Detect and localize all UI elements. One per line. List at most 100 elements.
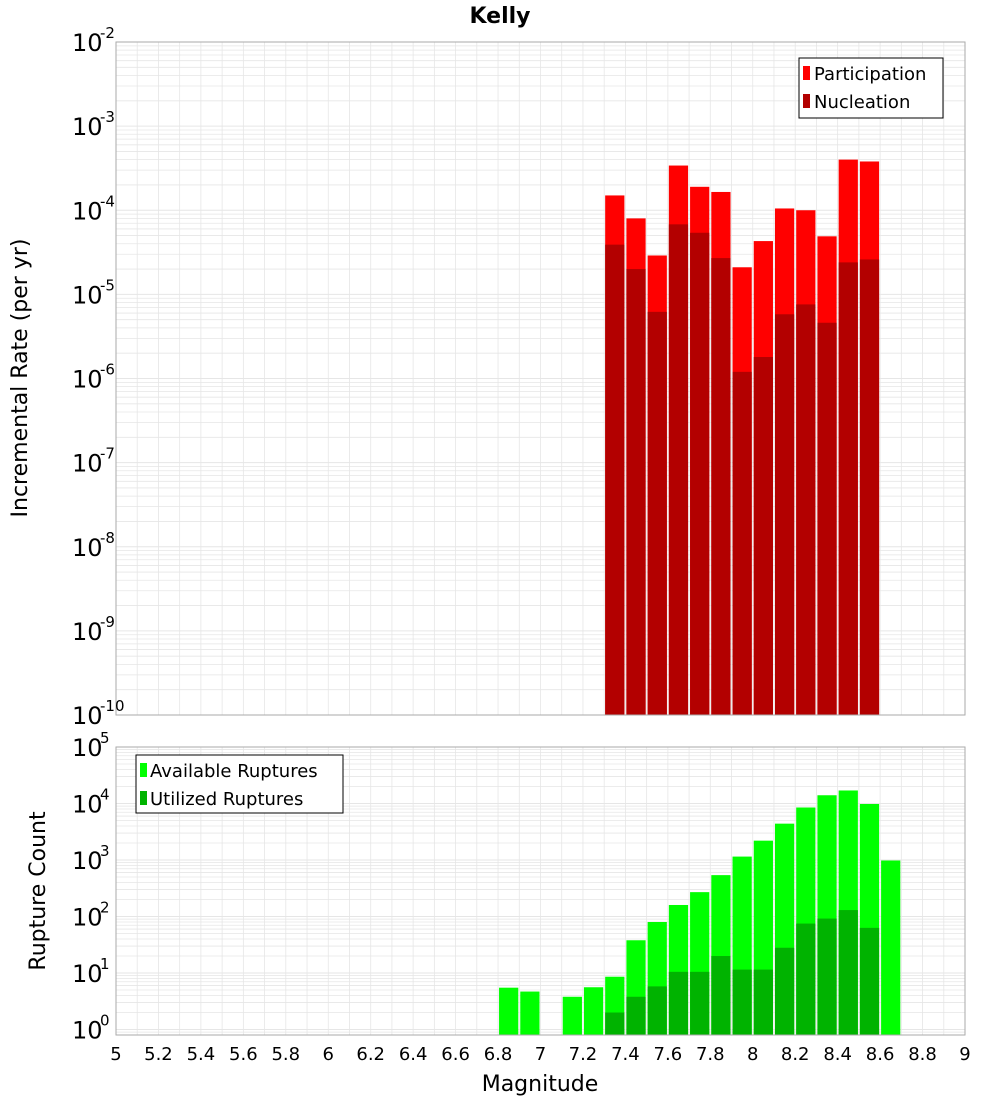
nucleation-bar <box>796 304 816 715</box>
rate-legend-box <box>798 57 944 119</box>
utilized-ruptures-bar <box>796 923 816 1035</box>
available-ruptures-bar <box>520 991 540 1035</box>
magnitude-tick-label: 7 <box>535 1044 546 1065</box>
nucleation-bar <box>626 269 646 715</box>
available-legend-label: Available Ruptures <box>150 761 318 782</box>
utilized-legend-swatch <box>140 791 147 805</box>
participation-legend-label: Participation <box>814 64 926 85</box>
count-y-tick-exponent: 0 <box>100 1012 110 1030</box>
count-legend: Available Ruptures Utilized Ruptures <box>135 754 344 814</box>
rate-y-tick-label: 10 <box>72 534 103 562</box>
count-y-tick-label: 10 <box>72 791 103 819</box>
available-ruptures-bar <box>499 987 519 1035</box>
rate-y-tick-label: 10 <box>72 281 103 309</box>
rate-y-tick-exponent: -7 <box>100 445 115 463</box>
available-legend-swatch <box>140 763 147 777</box>
magnitude-tick-label: 5.2 <box>144 1044 173 1065</box>
magnitude-tick-label: 7.6 <box>654 1044 683 1065</box>
utilized-ruptures-bar <box>711 956 731 1035</box>
utilized-ruptures-bar <box>690 971 710 1035</box>
count-legend-box <box>135 754 344 814</box>
magnitude-tick-label: 6.4 <box>399 1044 428 1065</box>
utilized-ruptures-bar <box>605 1012 625 1035</box>
magnitude-tick-label: 6.8 <box>484 1044 513 1065</box>
magnitude-tick-label: 5.4 <box>187 1044 216 1065</box>
utilized-ruptures-bar <box>838 910 858 1035</box>
rate-y-axis-label: Incremental Rate (per yr) <box>8 239 33 518</box>
count-y-tick-exponent: 5 <box>100 729 110 747</box>
available-ruptures-bar <box>583 987 604 1035</box>
rate-gridlines <box>115 41 966 716</box>
nucleation-bar <box>753 357 773 715</box>
magnitude-tick-label: 6 <box>323 1044 334 1065</box>
magnitude-tick-label: 7.2 <box>569 1044 598 1065</box>
magnitude-tick-labels: 5 5.2 5.4 5.6 5.8 6 6.2 6.4 6.6 6.8 7 7.2 7.4 7.6 7.8 8… <box>110 1044 970 1065</box>
nucleation-bar <box>774 314 795 715</box>
count-y-tick-exponent: 4 <box>100 786 110 804</box>
rate-legend: Participation Nucleation <box>798 57 944 119</box>
nucleation-bar <box>838 262 858 715</box>
utilized-ruptures-bar <box>753 969 773 1035</box>
nucleation-legend-swatch <box>803 94 810 108</box>
magnitude-tick-label: 5.8 <box>271 1044 300 1065</box>
utilized-legend-label: Utilized Ruptures <box>150 789 303 810</box>
magnitude-tick-label: 5 <box>110 1044 121 1065</box>
count-y-tick-exponent: 1 <box>100 955 110 973</box>
rate-y-tick-exponent: -6 <box>100 361 115 379</box>
nucleation-bar <box>605 244 625 716</box>
nucleation-legend-label: Nucleation <box>814 92 910 113</box>
rate-y-tick-exponent: -4 <box>100 192 115 210</box>
available-ruptures-bar <box>881 860 901 1035</box>
rate-y-tick-label: 10 <box>72 113 103 141</box>
rate-y-tick-exponent: -10 <box>100 697 125 715</box>
rate-plot-frame <box>115 41 966 716</box>
utilized-ruptures-bar <box>668 971 689 1035</box>
count-y-tick-label: 10 <box>72 734 103 762</box>
rate-y-tick-exponent: -8 <box>100 529 115 547</box>
rate-y-tick-label: 10 <box>72 366 103 394</box>
count-y-tick-label: 10 <box>72 1017 103 1045</box>
magnitude-tick-label: 8.2 <box>781 1044 810 1065</box>
utilized-ruptures-bar <box>859 927 880 1035</box>
count-y-tick-label: 10 <box>72 904 103 932</box>
magnitude-tick-label: 7.8 <box>696 1044 725 1065</box>
rate-y-tick-exponent: -3 <box>100 108 115 126</box>
chart-title: Kelly <box>469 4 530 29</box>
rate-y-tick-label: 10 <box>72 702 103 730</box>
count-y-tick-label: 10 <box>72 960 103 988</box>
nucleation-bar <box>690 232 710 715</box>
rate-y-tick-label: 10 <box>72 618 103 646</box>
utilized-ruptures-bar <box>817 918 837 1035</box>
nucleation-bar <box>647 311 667 715</box>
magnitude-tick-label: 8.8 <box>908 1044 937 1065</box>
count-plot-frame <box>115 746 966 1036</box>
rate-y-tick-exponent: -5 <box>100 276 115 294</box>
nucleation-bar <box>817 322 837 715</box>
rate-y-tick-exponent: -9 <box>100 613 115 631</box>
rate-y-tick-label: 10 <box>72 450 103 478</box>
magnitude-tick-label: 6.2 <box>356 1044 385 1065</box>
nucleation-bar <box>859 259 880 715</box>
utilized-ruptures-bar <box>732 969 752 1035</box>
count-bars <box>499 790 901 1035</box>
nucleation-bar <box>732 371 752 715</box>
utilized-ruptures-bar <box>647 986 667 1035</box>
utilized-ruptures-bar <box>774 947 795 1035</box>
utilized-ruptures-bar <box>626 996 646 1035</box>
rate-y-tick-label: 10 <box>72 29 103 57</box>
rate-y-tick-exponent: -2 <box>100 24 115 42</box>
count-y-tick-exponent: 2 <box>100 899 110 917</box>
nucleation-bar <box>668 224 689 715</box>
magnitude-tick-label: 8.4 <box>823 1044 852 1065</box>
magnitude-tick-label: 6.6 <box>441 1044 470 1065</box>
count-y-axis-label: Rupture Count <box>26 811 51 971</box>
magnitude-tick-label: 9 <box>959 1044 970 1065</box>
participation-legend-swatch <box>803 66 810 80</box>
nucleation-bar <box>711 258 731 715</box>
count-y-tick-label: 10 <box>72 847 103 875</box>
magnitude-tick-label: 7.4 <box>611 1044 640 1065</box>
